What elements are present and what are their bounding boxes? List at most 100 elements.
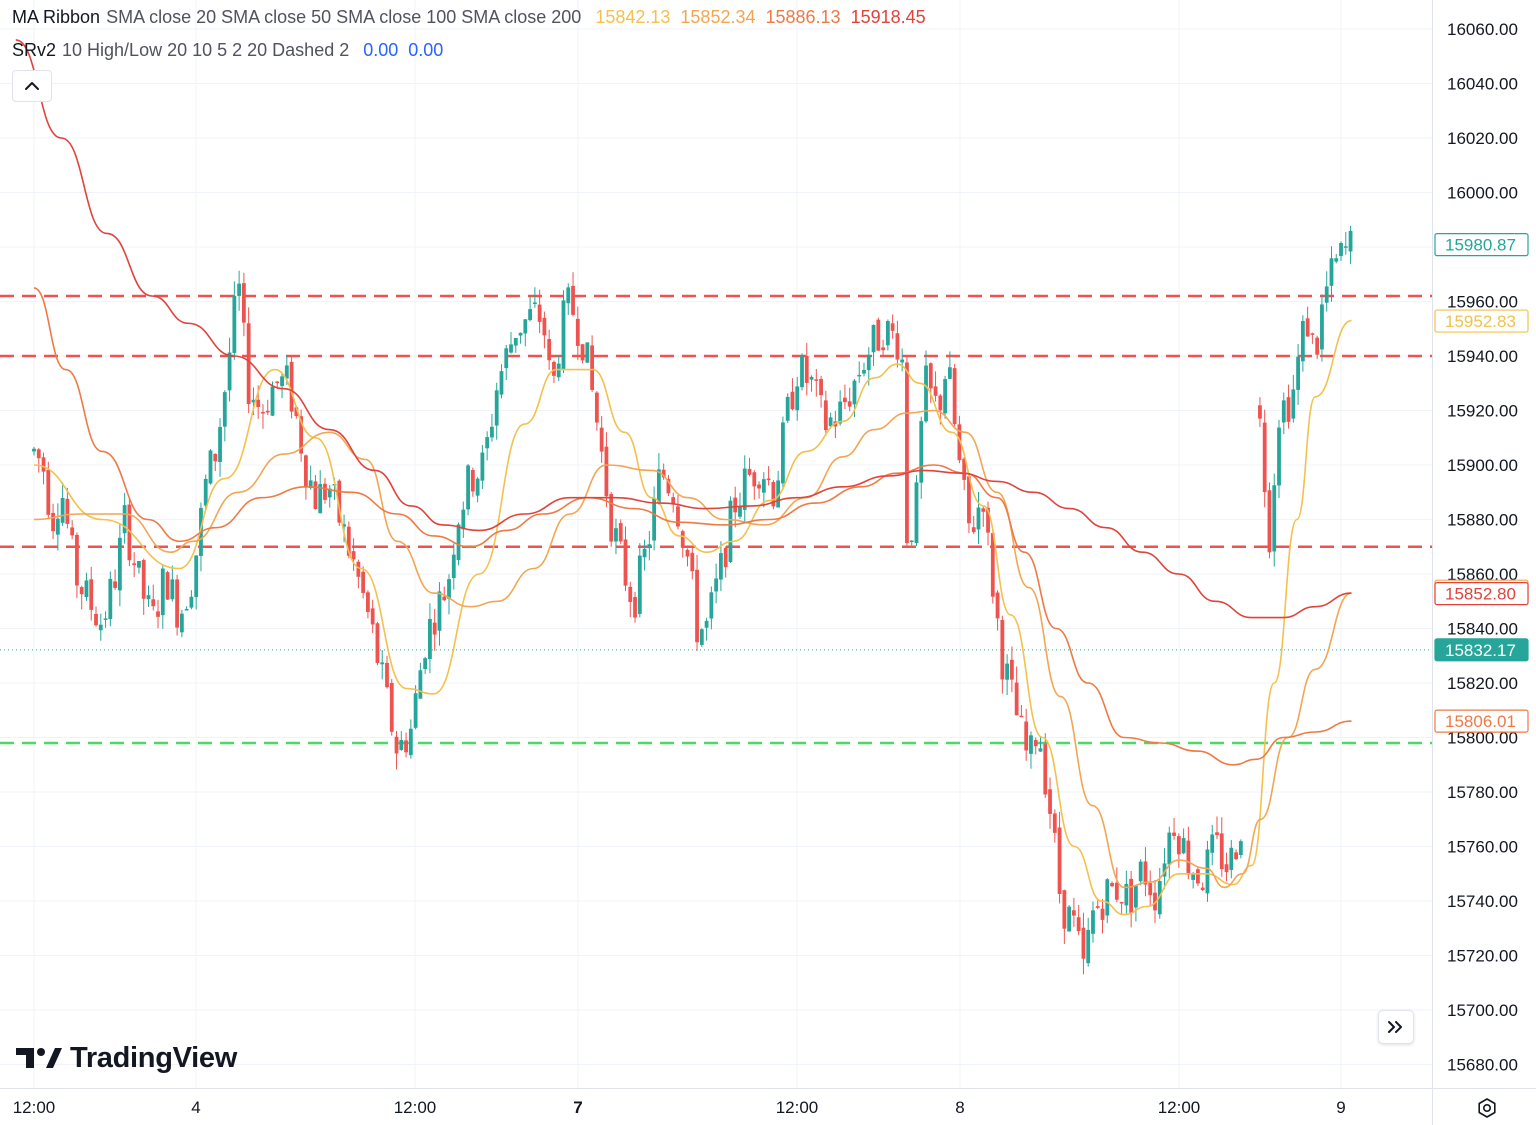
candle-body: [227, 352, 232, 391]
candle-body: [137, 561, 141, 568]
candle-body: [871, 324, 876, 353]
price-axis[interactable]: 15680.00 15700.00 15720.00 15740.00 15760.00…: [1447, 20, 1518, 1075]
candle-body: [604, 446, 609, 497]
candle-body: [1224, 864, 1229, 873]
candle-body: [885, 321, 890, 346]
candle-body: [823, 400, 828, 431]
candle-body: [79, 587, 84, 595]
candle-body: [55, 518, 60, 535]
candle-body: [905, 362, 909, 544]
candle-body: [809, 376, 814, 380]
sma200-value: 15918.45: [850, 7, 926, 27]
candle-body: [89, 579, 94, 610]
price-tick-label: 16060.00: [1447, 20, 1518, 39]
candle-body: [752, 472, 757, 487]
tradingview-logo-icon: [16, 1048, 62, 1068]
candle-body: [1286, 397, 1291, 422]
srv2-value-2: 0.00: [408, 40, 444, 60]
chart-settings-button[interactable]: [1474, 1095, 1500, 1121]
candle-body: [1339, 243, 1343, 257]
candle-body: [470, 469, 475, 492]
candle-body: [113, 581, 117, 588]
candle-body: [1277, 427, 1281, 486]
time-axis[interactable]: 12:00 4 12:00 7 12:00 8 12:00 9: [13, 1098, 1346, 1117]
moving-averages: [15, 39, 1352, 916]
time-tick-label: 7: [573, 1098, 582, 1117]
candle-body: [938, 395, 943, 411]
candle-body: [733, 497, 738, 513]
price-tick-label: 15740.00: [1447, 892, 1518, 911]
candle-body: [366, 592, 370, 612]
candle-body: [1291, 389, 1296, 419]
candle-body: [1305, 318, 1310, 337]
candle-body: [1210, 834, 1215, 853]
candle-body: [232, 295, 237, 353]
candle-body: [1181, 838, 1186, 854]
gear-icon: [1478, 1098, 1496, 1118]
candle-body: [1052, 813, 1057, 833]
sma-close-100-line: [33, 287, 1352, 766]
srv2-legend[interactable]: SRv2 10 High/Low 20 10 5 2 20 Dashed 2 0.0…: [12, 40, 443, 61]
candle-body: [804, 355, 809, 383]
candle-body: [504, 348, 509, 369]
candles[interactable]: [32, 225, 1353, 975]
candle-body: [284, 365, 289, 379]
candle-body: [394, 736, 399, 754]
candle-body: [981, 508, 986, 512]
price-tag-box: [1434, 709, 1529, 733]
candle-body: [1153, 892, 1157, 911]
candle-body: [1296, 356, 1300, 390]
candle-body: [1258, 405, 1262, 419]
legend-collapse-button[interactable]: [12, 70, 52, 102]
srv2-title: SRv2: [12, 40, 57, 60]
price-tick-label: 15800.00: [1447, 729, 1518, 748]
srv2-params: 10 High/Low 20 10 5 2 20 Dashed 2: [62, 40, 350, 60]
ma-ribbon-legend[interactable]: MA Ribbon SMA close 20 SMA close 50 SMA c…: [12, 7, 926, 28]
candle-body: [618, 523, 623, 542]
candle-body: [41, 457, 46, 472]
candle-body: [723, 547, 728, 568]
candle-body: [141, 560, 146, 599]
candle-body: [1324, 286, 1329, 303]
candle-body: [1033, 740, 1038, 747]
candle-body: [84, 580, 89, 598]
candle-body: [919, 421, 924, 483]
price-tick-label: 15960.00: [1447, 293, 1518, 312]
price-tag-box: [1434, 582, 1529, 606]
candle-body: [499, 371, 504, 395]
candle-body: [70, 527, 75, 536]
candle-body: [60, 497, 65, 523]
candle-body: [1062, 890, 1067, 929]
candle-body: [1200, 887, 1205, 890]
srv2-value-1: 0.00: [363, 40, 399, 60]
candle-body: [738, 505, 742, 517]
candle-body: [32, 448, 36, 452]
candle-body: [857, 374, 862, 377]
candle-body: [1167, 832, 1172, 865]
candle-body: [385, 662, 389, 688]
candle-body: [1272, 485, 1277, 552]
candle-body: [914, 482, 919, 544]
candle-body: [747, 468, 752, 475]
chevron-up-icon: [25, 82, 39, 90]
candle-body: [389, 682, 394, 732]
candle-body: [75, 534, 79, 586]
candle-body: [761, 479, 766, 493]
candle-body: [556, 363, 561, 378]
price-tick-label: 15760.00: [1447, 838, 1518, 857]
candle-body: [843, 397, 847, 403]
candle-body: [614, 528, 618, 542]
candle-body: [447, 579, 451, 599]
candle-body: [642, 548, 647, 558]
candle-body: [151, 599, 156, 607]
scroll-to-realtime-button[interactable]: [1378, 1010, 1414, 1044]
candle-body: [599, 427, 604, 452]
candle-body: [1262, 422, 1267, 493]
candle-body: [1014, 682, 1019, 716]
candle-body: [580, 344, 585, 361]
price-tag-box: [1434, 233, 1529, 257]
candle-body: [952, 368, 957, 425]
candle-body: [990, 533, 995, 597]
candle-body: [900, 359, 905, 363]
